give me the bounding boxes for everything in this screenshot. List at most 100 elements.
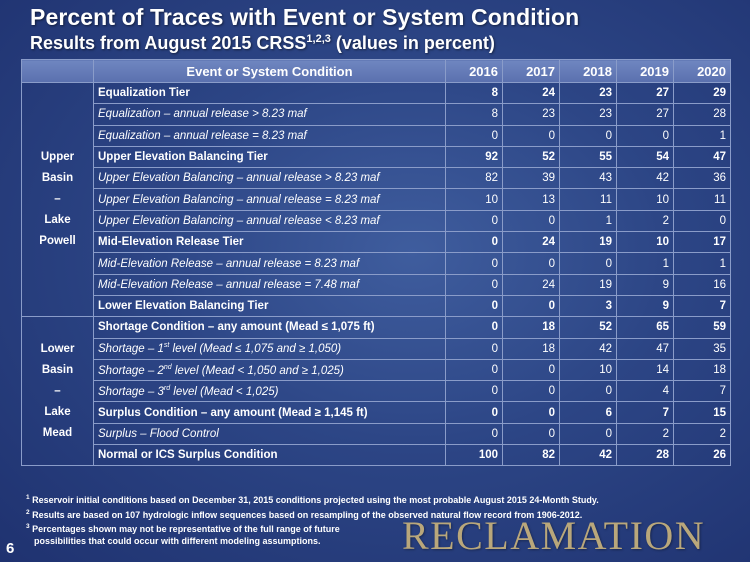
value-cell: 1	[673, 252, 731, 275]
reclamation-logo: RECLAMATION	[402, 513, 706, 558]
header-year: 2019	[616, 59, 674, 83]
row-label: Mid-Elevation Release – annual release =…	[93, 273, 446, 296]
table-row: Shortage – 1st level (Mead ≤ 1,075 and ≥…	[22, 337, 731, 360]
value-cell: 11	[559, 188, 617, 211]
header-condition: Event or System Condition	[93, 59, 446, 83]
value-cell: 0	[445, 252, 503, 275]
subtitle-footnote-refs: 1,2,3	[306, 33, 331, 45]
value-cell: 0	[445, 231, 503, 254]
value-cell: 7	[616, 401, 674, 424]
value-cell: 2	[616, 422, 674, 446]
table-row: Equalization – annual release = 8.23 maf…	[22, 124, 731, 147]
footnote-text: Results are based on 107 hydrologic infl…	[32, 509, 583, 520]
value-cell: 0	[445, 401, 503, 424]
value-cell: 17	[673, 231, 731, 254]
table-header-row: Event or System Condition 2016 2017 2018…	[21, 59, 731, 83]
region-word: Upper	[40, 151, 75, 164]
value-cell: 19	[559, 231, 617, 254]
label-part: level (Mead ≤ 1,075 and ≥ 1,050)	[169, 343, 342, 356]
value-cell: 7	[673, 294, 731, 318]
region-word: –	[54, 384, 61, 397]
value-cell: 0	[673, 209, 731, 233]
table-row: Mid-Elevation Release – annual release =…	[22, 273, 731, 296]
region-word: Powell	[39, 235, 76, 248]
value-cell: 47	[673, 145, 731, 169]
value-cell: 0	[559, 252, 617, 275]
header-blank-cell	[21, 59, 94, 83]
value-cell: 0	[445, 273, 503, 296]
value-cell: 0	[502, 422, 560, 446]
footnote-number: 2	[26, 508, 30, 516]
value-cell: 10	[445, 188, 503, 211]
row-label: Equalization – annual release = 8.23 maf	[93, 124, 446, 147]
value-cell: 28	[616, 444, 674, 467]
row-label: Upper Elevation Balancing – annual relea…	[93, 167, 446, 190]
value-cell: 1	[559, 209, 617, 233]
value-cell: 43	[559, 167, 617, 190]
row-label: Mid-Elevation Release – annual release =…	[93, 252, 446, 275]
footnote-3: 3 Percentages shown may not be represent…	[26, 521, 666, 547]
header-year: 2020	[673, 59, 731, 83]
value-cell: 0	[445, 124, 503, 147]
table-row: Mid-Elevation Release Tier 0 24 19 10 17	[22, 231, 731, 254]
table-row: Upper Basin – Lake Powell Equalization T…	[21, 81, 731, 318]
table-row: Upper Elevation Balancing Tier 92 52 55 …	[22, 145, 731, 169]
value-cell: 19	[559, 273, 617, 296]
value-cell: 3	[559, 294, 617, 318]
row-label: Shortage – 3rd level (Mead < 1,025)	[93, 380, 446, 403]
value-cell: 4	[616, 380, 674, 403]
region-word: Mead	[42, 426, 73, 439]
row-label: Normal or ICS Surplus Condition	[93, 444, 446, 467]
value-cell: 8	[445, 81, 503, 105]
value-cell: 29	[673, 81, 731, 105]
footnote-1: 1 Reservoir initial conditions based on …	[26, 492, 666, 507]
label-part: level (Mead < 1,025)	[170, 385, 279, 398]
value-cell: 0	[502, 380, 560, 403]
region-word: Lake	[44, 405, 71, 418]
footnote-number: 1	[26, 494, 30, 501]
value-cell: 16	[673, 273, 731, 296]
value-cell: 13	[502, 188, 560, 211]
row-label: Upper Elevation Balancing – annual relea…	[93, 209, 446, 233]
table-row: Equalization – annual release > 8.23 maf…	[22, 103, 731, 126]
value-cell: 7	[673, 380, 731, 403]
value-cell: 42	[559, 444, 617, 467]
table-row: Shortage – 3rd level (Mead < 1,025) 0 0 …	[22, 380, 731, 403]
value-cell: 10	[616, 188, 674, 211]
row-label: Shortage Condition – any amount (Mead ≤ …	[93, 316, 446, 339]
value-cell: 28	[673, 103, 731, 126]
value-cell: 24	[502, 81, 560, 105]
region-word: Basin	[41, 172, 74, 185]
table-row: Surplus Condition – any amount (Mead ≥ 1…	[22, 401, 731, 424]
footnote-text-continued: possibilities that could occur with diff…	[34, 535, 321, 546]
value-cell: 0	[502, 401, 560, 424]
table-row: Upper Elevation Balancing – annual relea…	[22, 188, 731, 211]
value-cell: 2	[673, 422, 731, 446]
table-row: Lower Basin – Lake Mead Shortage Conditi…	[21, 316, 731, 467]
table-row: Lower Elevation Balancing Tier 0 0 3 9 7	[22, 294, 731, 318]
value-cell: 27	[616, 81, 674, 105]
label-part: level (Mead < 1,050 and ≥ 1,025)	[171, 364, 344, 377]
row-label: Surplus – Flood Control	[93, 422, 446, 446]
row-label: Equalization – annual release > 8.23 maf	[93, 103, 446, 126]
value-cell: 0	[502, 358, 560, 382]
value-cell: 8	[445, 103, 503, 126]
value-cell: 18	[502, 337, 560, 360]
value-cell: 23	[502, 103, 560, 126]
value-cell: 1	[673, 124, 731, 147]
value-cell: 55	[559, 145, 617, 169]
value-cell: 0	[445, 316, 503, 339]
footnote-text: Reservoir initial conditions based on De…	[32, 495, 599, 505]
footnote-2: 2 Results are based on 107 hydrologic in…	[26, 507, 666, 522]
footnote-text: Percentages shown may not be representat…	[32, 524, 340, 534]
header-year: 2016	[445, 59, 503, 83]
slide-title: Percent of Traces with Event or System C…	[30, 4, 580, 30]
slide-subtitle: Results from August 2015 CRSS1,2,3 (valu…	[30, 33, 495, 54]
value-cell: 54	[616, 145, 674, 169]
region-upper-basin-lake-powell: Upper Basin – Lake Powell	[21, 81, 94, 318]
header-year: 2018	[559, 59, 617, 83]
value-cell: 24	[502, 273, 560, 296]
value-cell: 0	[502, 209, 560, 233]
footnotes: 1 Reservoir initial conditions based on …	[26, 492, 666, 547]
value-cell: 0	[502, 252, 560, 275]
